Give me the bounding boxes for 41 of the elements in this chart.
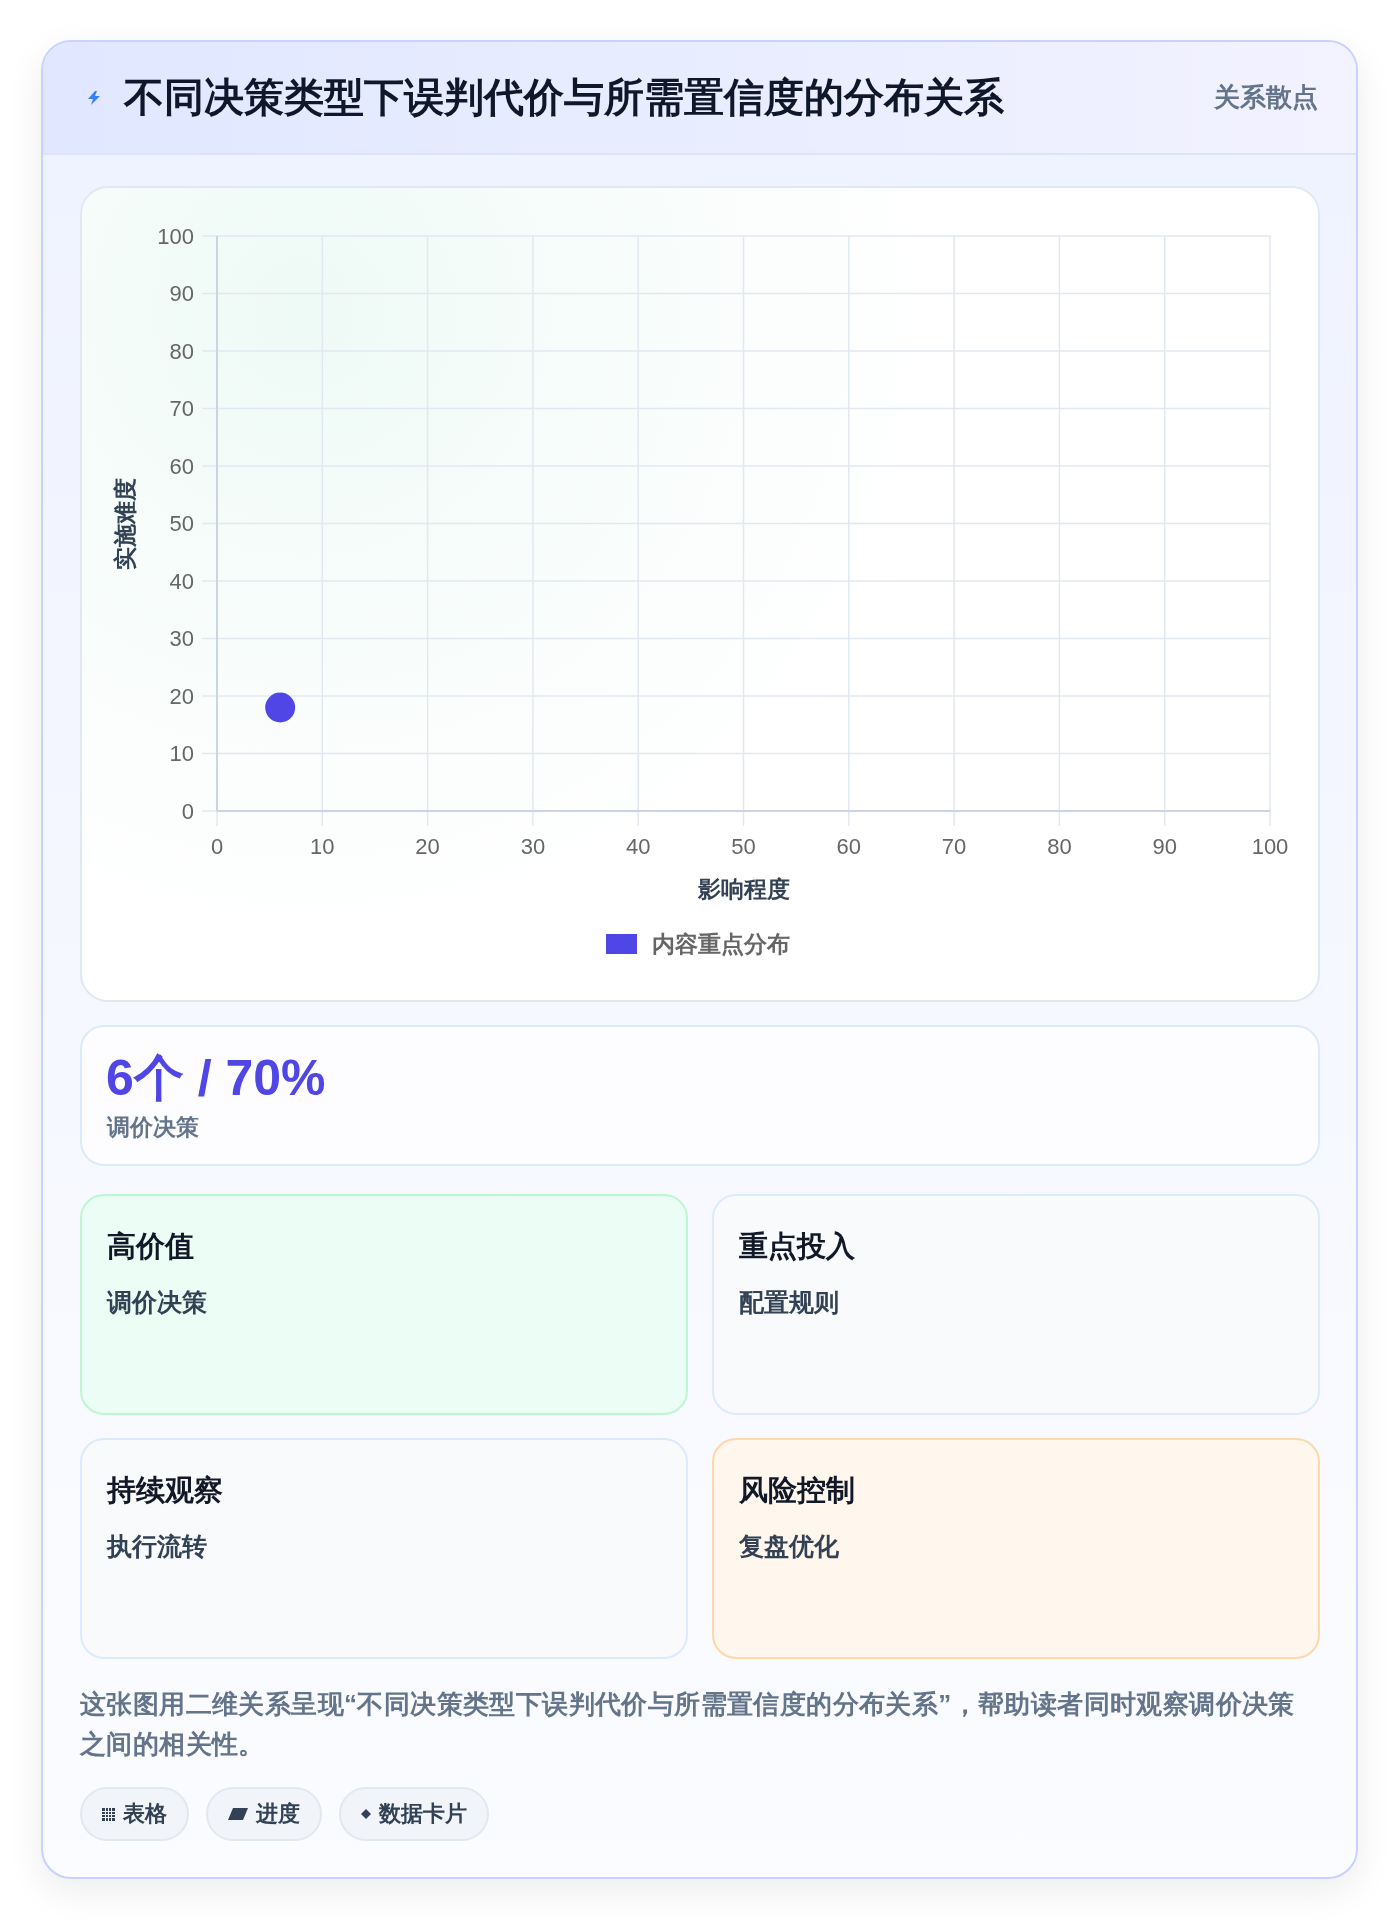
y-tick-label: 40 — [169, 568, 194, 594]
y-tick-label: 20 — [169, 683, 194, 709]
y-axis-title: 实施难度 — [112, 477, 138, 570]
text: 风险控制 — [739, 1473, 855, 1508]
y-tick-label: 100 — [157, 223, 194, 249]
y-tick-label: 50 — [169, 511, 194, 536]
y-tick-label: 0 — [181, 798, 194, 824]
text: 重点投入 — [739, 1229, 855, 1264]
x-tick-label: 90 — [1152, 833, 1177, 859]
x-tick-label: 20 — [415, 833, 440, 859]
y-tick-label: 10 — [169, 741, 194, 766]
text: 复盘优化 — [739, 1531, 839, 1562]
text: 配置规则 — [739, 1287, 839, 1318]
y-tick-label: 80 — [169, 338, 194, 364]
text: 数据卡片 — [379, 1800, 467, 1828]
x-tick-label: 80 — [1047, 833, 1072, 859]
text: 表格 — [123, 1800, 167, 1828]
text: 执行流转 — [107, 1531, 207, 1562]
text: 6个 / 70% — [106, 1049, 326, 1108]
y-tick-label: 70 — [169, 396, 194, 421]
text: 进度 — [256, 1800, 300, 1828]
x-tick-label: 60 — [836, 833, 862, 859]
x-tick-label: 70 — [941, 833, 967, 859]
legend-label: 内容重点分布 — [652, 931, 790, 957]
chart-title: 不同决策类型下误判代价与所需置信度的分布关系 — [124, 74, 1004, 121]
x-tick-label: 50 — [731, 833, 756, 859]
text: 这张图用二维关系呈现“不同决策类型下误判代价与所需置信度的分布关系”，帮助读者同时观察调价决策之间的相关性。 — [80, 1688, 1296, 1761]
y-tick-label: 90 — [169, 281, 194, 306]
x-tick-label: 40 — [625, 833, 651, 859]
x-tick-label: 10 — [310, 833, 335, 859]
x-tick-label: 0 — [210, 833, 224, 859]
y-tick-label: 30 — [169, 626, 194, 651]
text: 调价决策 — [107, 1287, 207, 1318]
y-tick-label: 60 — [169, 453, 194, 479]
text: 高价值 — [107, 1229, 194, 1264]
x-tick-label: 30 — [520, 833, 546, 859]
text: 持续观察 — [107, 1473, 223, 1508]
chart-subtitle: 关系散点 — [1214, 82, 1318, 112]
text: 调价决策 — [107, 1113, 199, 1142]
x-axis-title: 影响程度 — [696, 876, 790, 902]
x-tick-label: 100 — [1251, 833, 1289, 859]
